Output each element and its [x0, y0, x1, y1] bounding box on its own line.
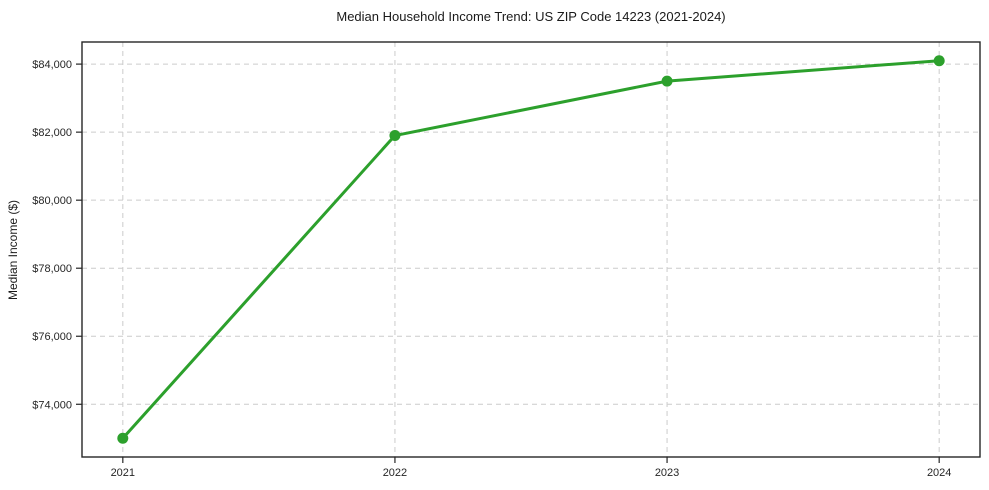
- y-tick-label: $78,000: [32, 263, 72, 275]
- chart-title: Median Household Income Trend: US ZIP Co…: [336, 9, 726, 24]
- y-tick-label: $80,000: [32, 195, 72, 207]
- data-point-2024: [933, 55, 945, 67]
- x-tick-label: 2021: [111, 467, 135, 479]
- income-trend-line: [121, 59, 941, 440]
- y-tick-label: $82,000: [32, 127, 72, 139]
- y-tick-label: $76,000: [32, 331, 72, 343]
- y-tick-label: $84,000: [32, 59, 72, 71]
- x-tick-label: 2024: [927, 467, 951, 479]
- data-point-2023: [661, 75, 673, 87]
- data-point-2022: [389, 130, 401, 142]
- axes-border: [81, 41, 981, 458]
- x-tick-label: 2023: [655, 467, 679, 479]
- y-tick-label: $74,000: [32, 399, 72, 411]
- x-tick-label: 2022: [383, 467, 407, 479]
- data-point-2021: [117, 432, 129, 444]
